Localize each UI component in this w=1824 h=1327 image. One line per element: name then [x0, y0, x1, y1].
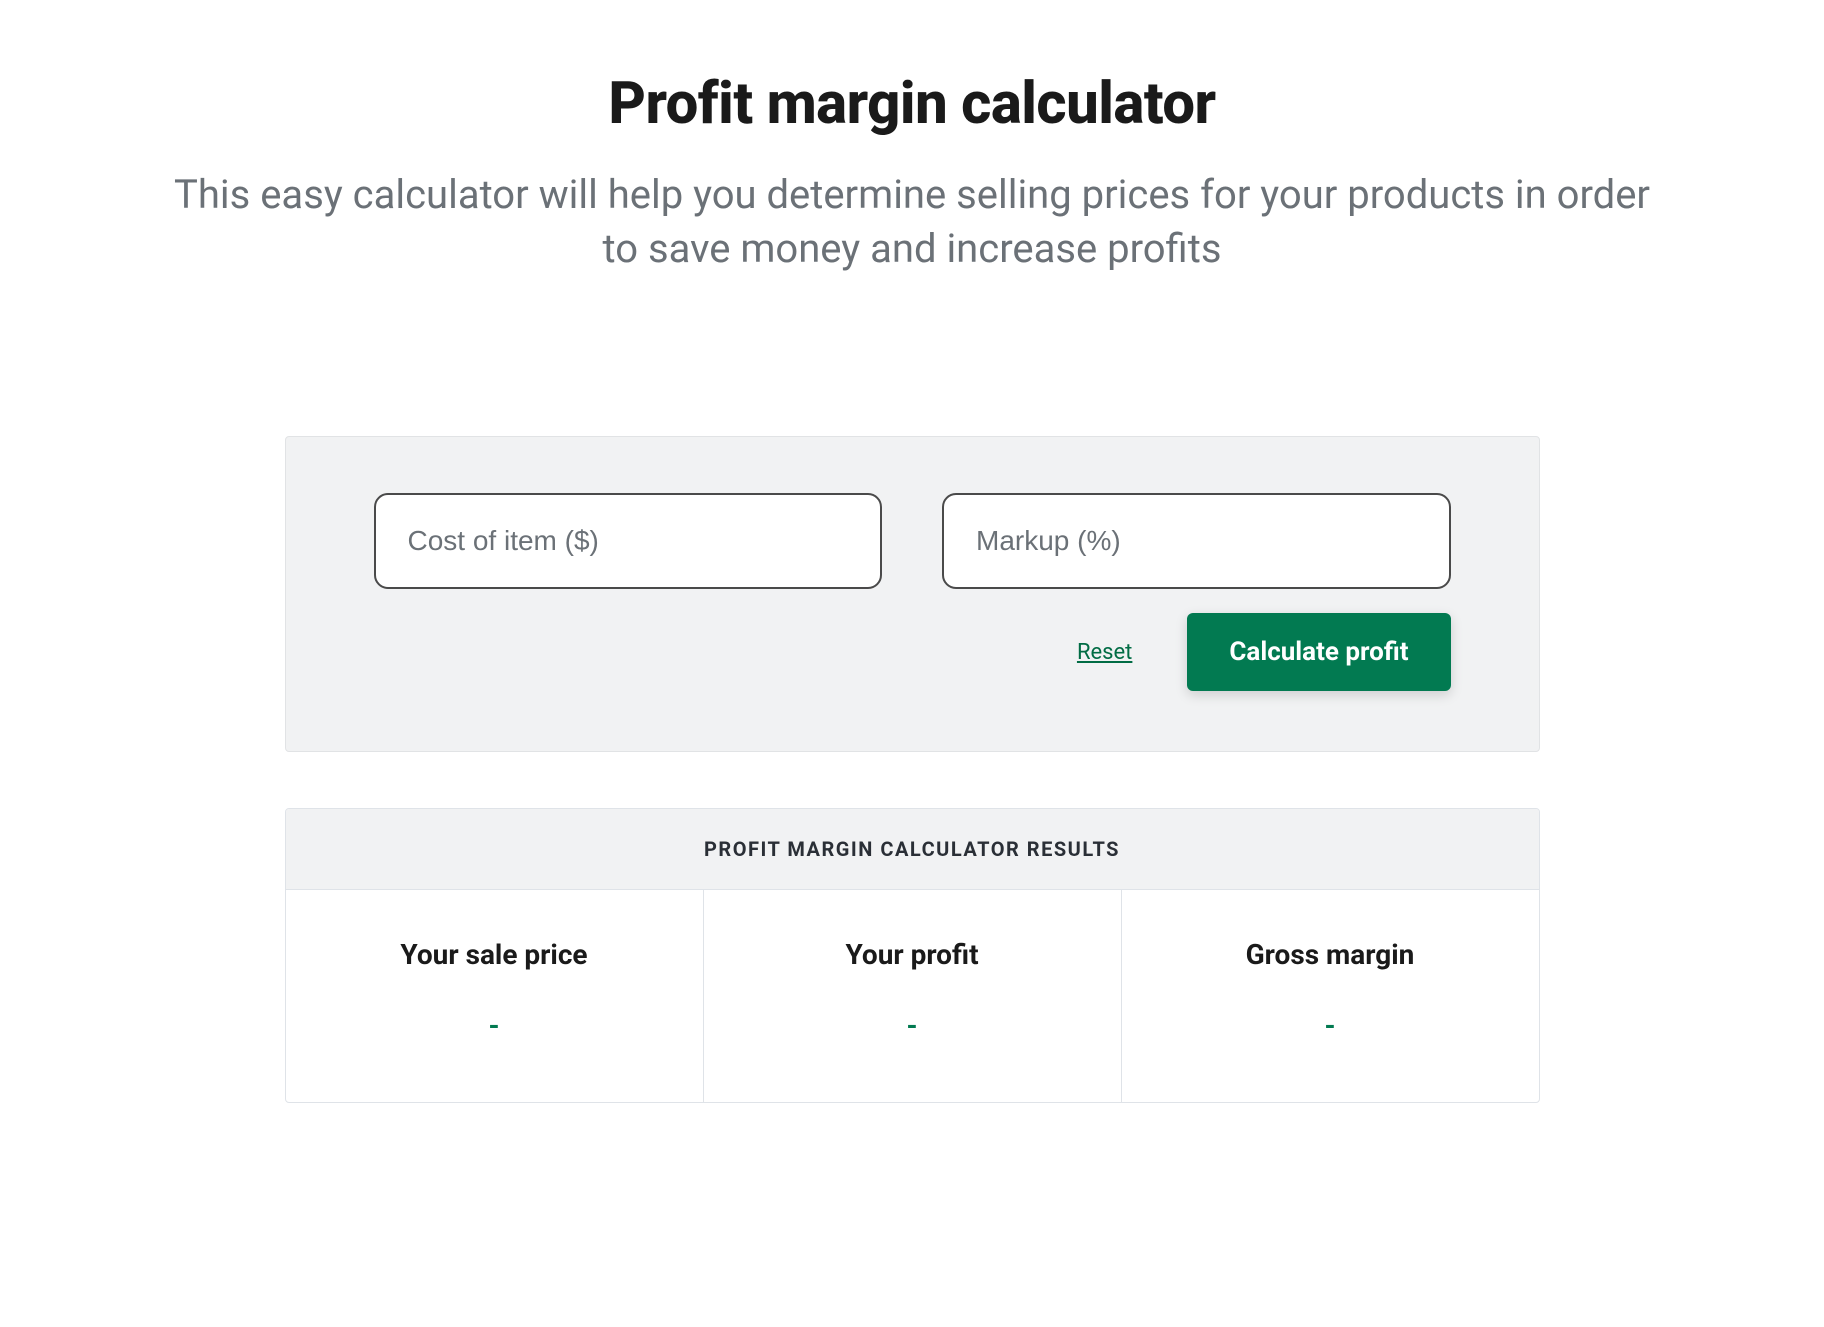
calculator-panel: Reset Calculate profit — [285, 436, 1540, 752]
reset-link[interactable]: Reset — [1077, 640, 1132, 665]
result-value: - — [306, 1009, 683, 1042]
result-label: Your profit — [724, 938, 1101, 971]
results-row: Your sale price - Your profit - Gross ma… — [286, 890, 1539, 1102]
results-panel: PROFIT MARGIN CALCULATOR RESULTS Your sa… — [285, 808, 1540, 1103]
result-label: Your sale price — [306, 938, 683, 971]
result-value: - — [724, 1009, 1101, 1042]
input-row — [374, 493, 1451, 589]
results-cell-profit: Your profit - — [704, 890, 1122, 1102]
result-value: - — [1142, 1009, 1519, 1042]
markup-input[interactable] — [942, 493, 1451, 589]
result-label: Gross margin — [1142, 938, 1519, 971]
page-subtitle: This easy calculator will help you deter… — [72, 168, 1752, 276]
actions-row: Reset Calculate profit — [374, 613, 1451, 691]
results-cell-gross-margin: Gross margin - — [1122, 890, 1539, 1102]
results-header: PROFIT MARGIN CALCULATOR RESULTS — [286, 809, 1539, 890]
calculate-profit-button[interactable]: Calculate profit — [1187, 613, 1450, 691]
results-cell-sale-price: Your sale price - — [286, 890, 704, 1102]
page-title: Profit margin calculator — [0, 70, 1824, 138]
cost-of-item-input[interactable] — [374, 493, 883, 589]
